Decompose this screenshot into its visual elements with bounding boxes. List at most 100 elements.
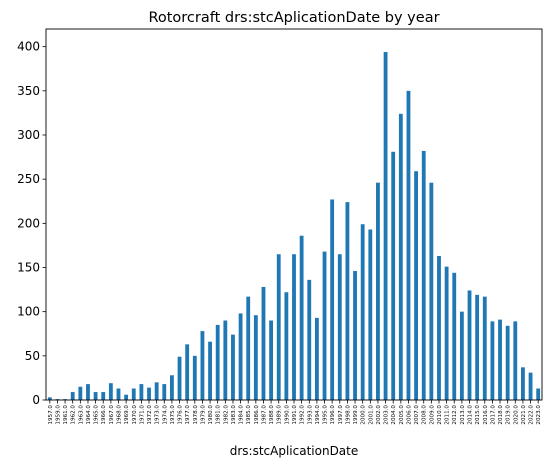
bar-2008.0 [421,150,426,400]
x-tick-label: 2017.0 [490,405,496,425]
bar-1976.0 [177,356,182,400]
plot-frame [45,28,543,401]
x-tick-label: 1973.0 [155,405,161,425]
bar-1992.0 [299,235,304,400]
x-tick-label: 1971.0 [139,405,145,425]
bar-2001.0 [368,229,373,400]
bar-2005.0 [398,113,403,401]
x-tick-label: 1974.0 [162,405,168,425]
bar-1989.0 [276,254,281,400]
bar-1983.0 [231,334,235,400]
bar-2007.0 [414,171,418,400]
x-tick-label: 2001.0 [368,405,374,425]
y-tick-label: 300 [17,128,40,142]
bar-2000.0 [360,224,365,400]
x-tick-label: 1997.0 [338,405,344,425]
bar-2016.0 [482,296,487,400]
x-tick-label: 1957.0 [48,405,54,425]
bar-2010.0 [437,256,441,400]
bar-1971.0 [139,384,144,400]
bar-1988.0 [269,320,274,400]
y-tick-label: 200 [17,216,40,230]
bar-2019.0 [505,325,510,400]
bar-1993.0 [307,279,312,400]
x-tick-label: 1999.0 [353,405,359,425]
bar-2013.0 [459,311,464,400]
bar-2011.0 [444,266,449,400]
bars-group [47,51,541,401]
x-tick-label: 1994.0 [315,405,321,425]
bar-1981.0 [215,324,220,400]
x-tick-label: 2003.0 [384,405,390,425]
x-axis-label: drs:stcAplicationDate [230,444,359,458]
x-tick-label: 1995.0 [323,405,329,425]
x-tick-label: 1981.0 [216,405,222,425]
x-tick-label: 2010.0 [437,405,443,425]
x-tick-label: 1982.0 [223,405,229,425]
bar-2004.0 [391,151,396,400]
bar-1984.0 [238,313,243,400]
x-tick-label: 1990.0 [284,405,290,425]
bar-1978.0 [192,355,197,400]
y-axis: 0 50 100 150 200 250 300 350 400 [17,40,46,407]
x-tick-label: 2009.0 [429,405,435,425]
x-tick-label: 2016.0 [483,405,489,425]
x-tick-label: 1969.0 [124,405,130,425]
x-tick-label: 2005.0 [399,405,405,425]
bar-1996.0 [330,199,335,400]
bar-1987.0 [261,286,266,400]
bar-1995.0 [322,251,327,400]
x-tick-label: 1988.0 [269,405,275,425]
bar-2015.0 [475,294,480,400]
bar-1991.0 [292,254,296,400]
x-tick-label: 1998.0 [345,405,351,425]
bar-1957.0 [47,397,52,400]
x-tick-label: 1962.0 [71,405,77,425]
bar-2021.0 [521,367,525,400]
x-tick-label: 2012.0 [452,405,458,425]
bar-1970.0 [131,388,136,400]
x-tick-label: 1989.0 [277,405,283,425]
x-tick-label: 1963.0 [78,405,84,425]
x-tick-label: 1984.0 [239,405,245,425]
y-tick-label: 350 [17,84,40,98]
x-tick-label: 2014.0 [468,405,474,425]
bar-2014.0 [467,290,472,400]
x-tick-label: 1987.0 [261,405,267,425]
x-tick-label: 1972.0 [147,405,153,425]
bar-1982.0 [223,320,228,400]
bar-1999.0 [353,271,357,400]
bar-1975.0 [170,375,174,400]
bar-2018.0 [498,319,502,400]
x-tick-label: 1978.0 [193,405,199,425]
x-tick-label: 1983.0 [231,405,237,425]
x-tick-label: 2008.0 [422,405,428,425]
x-tick-label: 1959.0 [55,405,61,425]
x-tick-label: 2004.0 [391,405,397,425]
bar-1969.0 [124,394,129,400]
x-tick-label: 1976.0 [178,405,184,425]
x-tick-label: 2007.0 [414,405,420,425]
x-tick-label: 2000.0 [361,405,367,425]
x-tick-label: 2011.0 [445,405,451,425]
x-tick-label: 2019.0 [506,405,512,425]
x-tick-label: 1986.0 [254,405,260,425]
bar-2003.0 [383,51,388,400]
x-tick-label: 2023.0 [536,405,542,425]
bar-1979.0 [200,331,205,400]
bar-1974.0 [162,384,167,400]
x-tick-label: 2002.0 [376,405,382,425]
y-tick-label: 400 [17,40,40,54]
bar-1998.0 [345,202,350,400]
y-tick-label: 250 [17,172,40,186]
x-axis: 1957.0 1959.0 1961.0 1962.0 1963.0 1964.0 1965… [48,400,542,425]
x-tick-label: 1970.0 [132,405,138,425]
x-tick-label: 1985.0 [246,405,252,425]
bar-1972.0 [147,387,151,400]
x-tick-label: 1977.0 [185,405,191,425]
x-tick-label: 2020.0 [513,405,519,425]
x-tick-label: 2013.0 [460,405,466,425]
x-tick-label: 1993.0 [307,405,313,425]
bar-2020.0 [513,321,518,400]
y-tick-label: 150 [17,261,40,275]
